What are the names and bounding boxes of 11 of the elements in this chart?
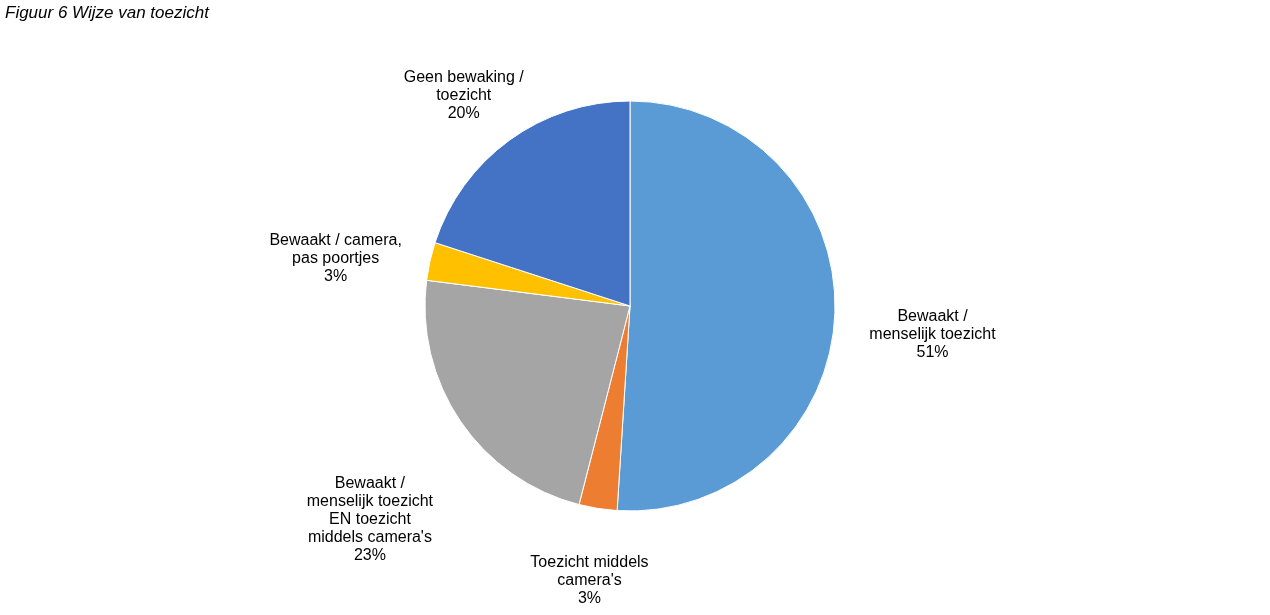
data-label: 3% xyxy=(324,267,348,285)
text: Figuur 6 Wijze van toezicht xyxy=(5,3,211,22)
data-label: 3% xyxy=(577,588,602,606)
slice-label: Geen bewaking / toezicht xyxy=(403,68,525,104)
slice-label: Bewaakt / menselijk toezicht EN toezicht middels camera's xyxy=(306,473,434,545)
data-label: 51% xyxy=(916,342,949,360)
slice-label: Bewaakt / menselijk toezicht xyxy=(869,306,997,342)
data-label: 20% xyxy=(447,104,480,122)
data-label: 23% xyxy=(353,545,386,563)
slice-label: Bewaakt / camera, pas poortjes xyxy=(269,231,402,267)
slice-label: Toezicht middels camera's xyxy=(530,552,649,588)
